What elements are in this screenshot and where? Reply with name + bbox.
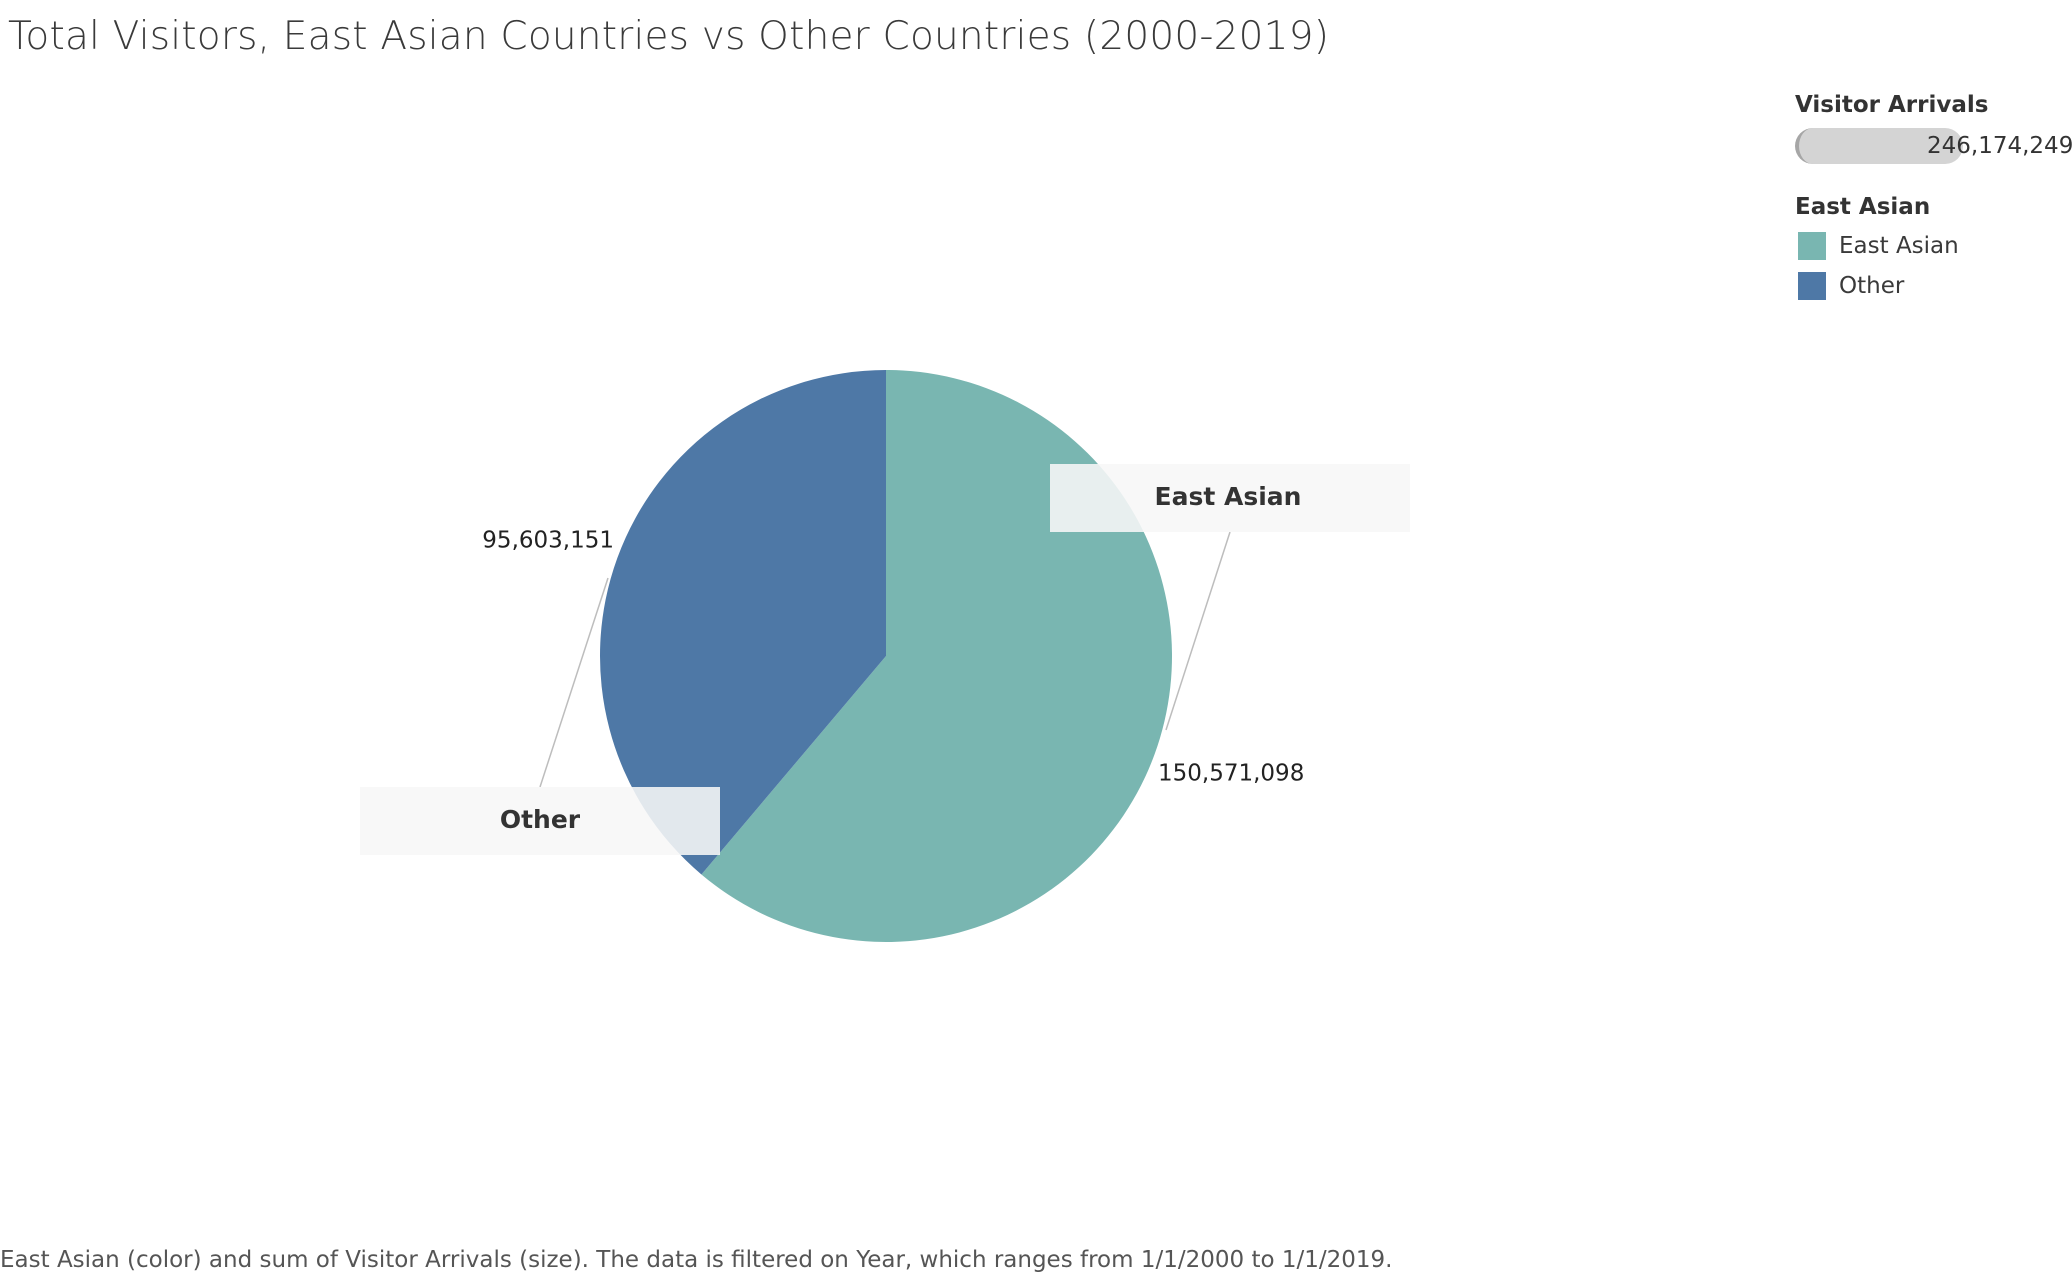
legend-label-other: Other — [1839, 273, 1905, 299]
callout-box-other — [360, 787, 720, 855]
size-legend-value: 246,174,249 — [1927, 133, 2072, 159]
size-legend-title: Visitor Arrivals — [1795, 92, 1989, 118]
pie-slice-other[interactable] — [600, 370, 886, 875]
callout-box-east-asian — [1050, 464, 1410, 532]
legend-label-east-asian: East Asian — [1839, 233, 1959, 259]
legend: Visitor Arrivals 246,174,249 East Asian … — [1795, 92, 2072, 300]
slice-callouts: East Asian 150,571,098 Other 95,603,151 — [360, 464, 1410, 855]
size-legend-bar: 246,174,249 — [1795, 128, 2072, 164]
chart-caption: East Asian (color) and sum of Visitor Ar… — [0, 1247, 1393, 1273]
data-label-east-asian: 150,571,098 — [1158, 761, 1304, 787]
pie-slices — [600, 370, 1173, 942]
legend-swatch-other — [1798, 272, 1826, 300]
legend-item-other[interactable]: Other — [1795, 272, 2072, 300]
color-legend-title: East Asian — [1795, 194, 1931, 220]
callout-label-other: Other — [500, 805, 581, 834]
legend-item-east-asian[interactable]: East Asian — [1795, 232, 2072, 260]
callout-line-east-asian — [1165, 531, 1231, 731]
data-label-other: 95,603,151 — [482, 528, 614, 554]
callout-label-east-asian: East Asian — [1155, 482, 1302, 511]
chart-title: Total Visitors, East Asian Countries vs … — [8, 14, 1330, 59]
legend-swatch-east-asian — [1798, 232, 1826, 260]
callout-line-other — [539, 577, 609, 788]
